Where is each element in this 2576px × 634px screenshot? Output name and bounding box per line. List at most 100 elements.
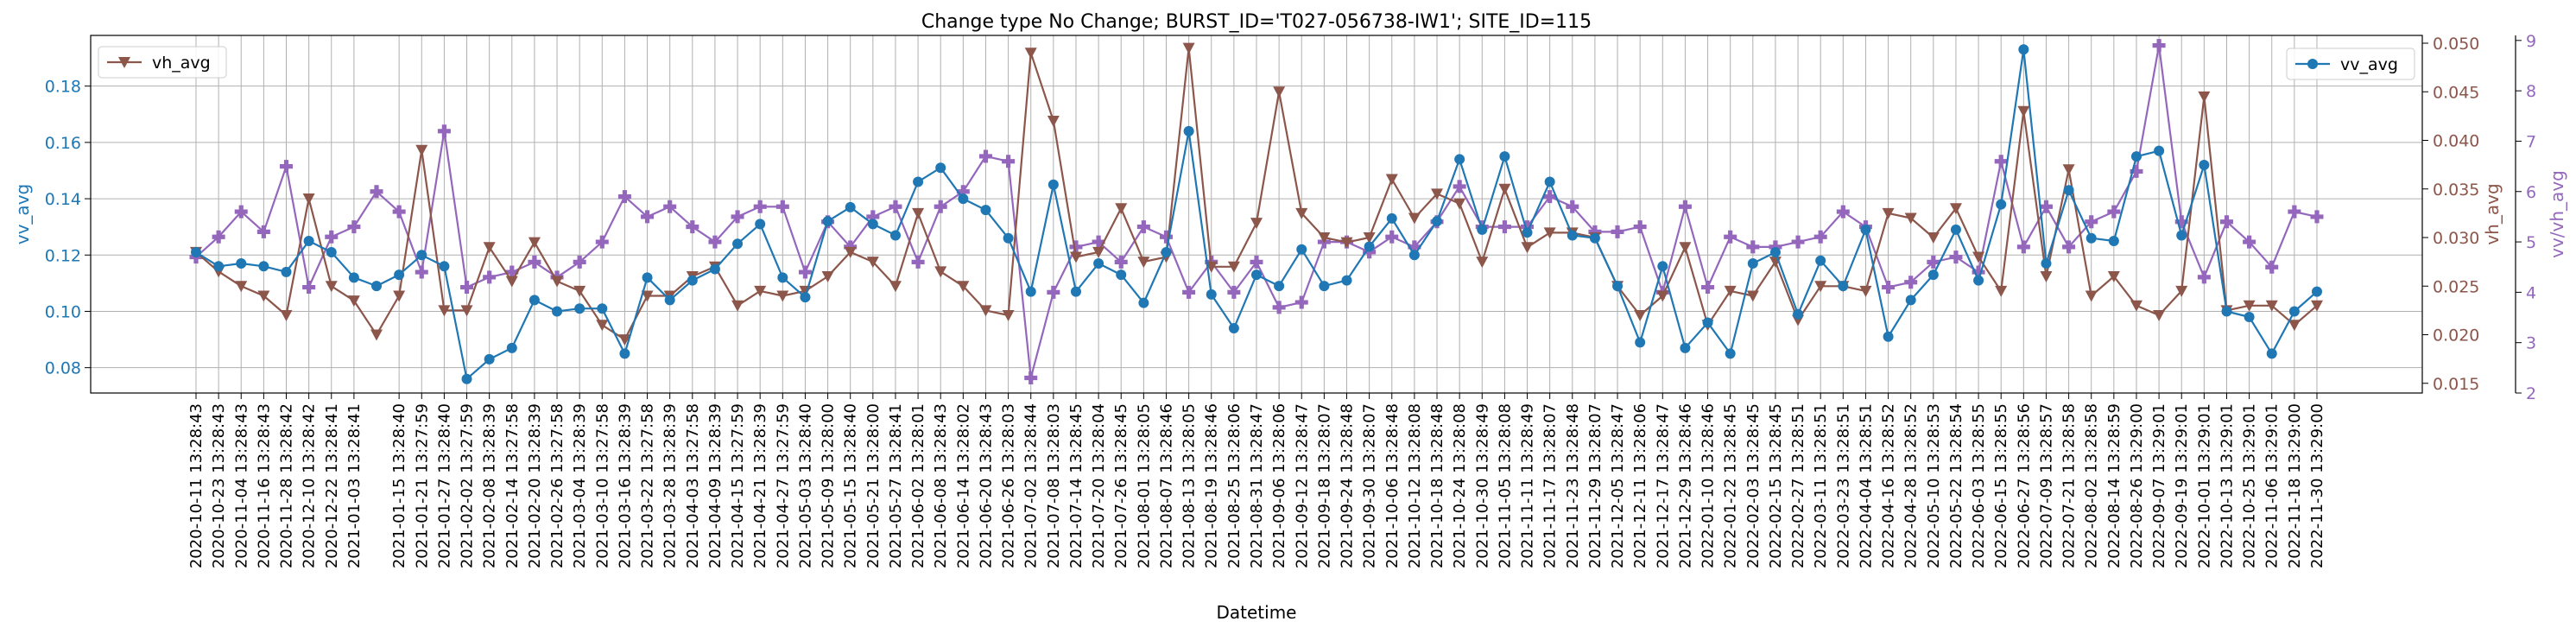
- data-point-vv-vh-avg: [347, 220, 361, 234]
- data-point-vv-vh-avg: [2130, 164, 2143, 178]
- data-point-vh-avg: [325, 281, 338, 293]
- data-point-vv-avg: [755, 219, 766, 230]
- x-tick-label: 2021-02-02 13:27:59: [459, 403, 477, 568]
- data-point-vv-vh-avg: [1904, 276, 1918, 289]
- data-point-vv-avg: [416, 250, 427, 261]
- data-point-vh-avg: [1295, 207, 1308, 219]
- data-point-vv-avg: [1047, 179, 1059, 190]
- data-point-vv-vh-avg: [2219, 215, 2233, 229]
- data-point-vv-vh-avg: [2288, 205, 2301, 219]
- x-tick-label: 2022-08-02 13:28:58: [2083, 403, 2101, 568]
- data-point-vv-avg: [822, 216, 833, 227]
- x-tick-label: 2022-06-15 13:28:55: [1992, 403, 2010, 568]
- data-point-vh-avg: [1408, 212, 1421, 225]
- right-y-tick-label: 0.050: [2433, 35, 2479, 54]
- x-tick-label: 2021-01-15 13:28:40: [390, 403, 408, 568]
- data-point-vv-vh-avg: [1002, 155, 1016, 168]
- data-point-vv-vh-avg: [1114, 255, 1128, 269]
- x-tick-label: 2021-01-03 13:28:41: [345, 403, 364, 568]
- data-point-vv-avg: [303, 235, 314, 246]
- data-point-vv-avg: [1589, 232, 1600, 244]
- x-tick-label: 2022-11-18 13:29:00: [2286, 403, 2304, 568]
- data-point-vv-avg: [958, 193, 969, 205]
- legend-swatch-marker: [118, 57, 130, 68]
- data-point-vv-vh-avg: [1024, 371, 1038, 385]
- data-point-vv-vh-avg: [956, 185, 970, 199]
- x-tick-label: 2022-10-25 13:29:01: [2241, 403, 2259, 568]
- data-point-vh-avg: [844, 246, 857, 258]
- data-point-vh-avg: [1250, 218, 1263, 230]
- data-point-vv-vh-avg: [1408, 240, 1421, 254]
- x-tick-label: 2022-08-26 13:29:00: [2128, 403, 2146, 568]
- data-point-vv-avg: [2312, 286, 2322, 297]
- right-y-tick-label: 0.035: [2433, 181, 2479, 200]
- data-point-vv-avg: [1296, 244, 1307, 255]
- data-point-vv-vh-avg: [1159, 230, 1173, 244]
- data-point-vv-vh-avg: [2265, 260, 2279, 274]
- data-point-vh-avg: [393, 290, 406, 302]
- data-point-vv-vh-avg: [1069, 240, 1083, 254]
- data-point-vv-avg: [1815, 255, 1826, 266]
- x-tick-label: 2021-06-20 13:28:43: [977, 403, 995, 568]
- data-point-vh-avg: [1746, 290, 1759, 302]
- data-point-vv-avg: [1702, 317, 1713, 328]
- data-point-vv-avg: [371, 281, 383, 292]
- x-tick-label: 2021-06-14 13:28:02: [954, 403, 972, 568]
- data-point-vv-avg: [2266, 348, 2277, 359]
- x-tick-label: 2021-08-25 13:28:06: [1225, 403, 1244, 568]
- data-point-vv-avg: [619, 348, 630, 359]
- data-point-vv-avg: [2244, 311, 2255, 322]
- x-tick-label: 2022-07-21 13:28:58: [2060, 403, 2079, 568]
- x-tick-label: 2020-10-11 13:28:43: [187, 403, 206, 568]
- data-point-vv-avg: [1206, 288, 1217, 300]
- data-point-vv-avg: [1725, 348, 1736, 359]
- data-point-vv-avg: [326, 247, 337, 258]
- x-tick-label: 2021-08-07 13:28:46: [1157, 403, 1175, 568]
- data-point-vh-avg: [866, 257, 879, 269]
- x-tick-label: 2021-09-06 13:28:06: [1270, 403, 1288, 568]
- right-y-tick-label: 0.030: [2433, 229, 2479, 248]
- x-tick-label: 2022-05-22 13:28:54: [1947, 403, 1965, 568]
- right-y-tick-label: 0.020: [2433, 327, 2479, 346]
- data-point-vh-avg: [1521, 242, 1534, 254]
- x-tick-label: 2021-03-22 13:27:58: [639, 403, 657, 568]
- data-point-vv-avg: [1341, 275, 1352, 286]
- right2-y-tick-label: 4: [2526, 283, 2536, 302]
- data-point-vv-vh-avg: [1227, 285, 1241, 299]
- data-point-vv-vh-avg: [617, 190, 631, 204]
- x-tick-label: 2021-09-12 13:28:47: [1293, 403, 1311, 568]
- x-tick-label: 2021-10-24 13:28:08: [1451, 403, 1469, 568]
- data-point-vv-avg: [281, 266, 292, 277]
- legend-layer: vh_avg vv_avg: [98, 46, 2415, 80]
- x-tick-label: 2021-11-17 13:28:07: [1541, 403, 1560, 568]
- data-point-vv-vh-avg: [302, 281, 316, 295]
- data-point-vv-vh-avg: [1566, 200, 1579, 213]
- data-point-vv-avg: [1408, 250, 1420, 261]
- data-point-vh-avg: [2311, 300, 2323, 312]
- data-point-vh-avg: [1634, 310, 1647, 321]
- x-tick-label: 2021-11-05 13:28:08: [1496, 403, 1514, 568]
- data-point-vv-avg: [258, 261, 269, 272]
- data-point-vv-avg: [1905, 295, 1916, 306]
- data-point-vh-avg: [934, 266, 947, 278]
- data-point-vv-vh-avg: [775, 200, 789, 213]
- data-point-vh-avg: [1882, 207, 1895, 219]
- x-tick-label: 2021-03-10 13:27:58: [593, 403, 611, 568]
- data-point-vh-avg: [957, 281, 970, 293]
- x-tick-label: 2021-12-05 13:28:47: [1609, 403, 1627, 568]
- data-point-vh-avg: [1092, 246, 1105, 258]
- x-tick-label: 2021-05-21 13:28:00: [864, 403, 883, 568]
- right-y-axis-label: vh_avg: [2482, 183, 2503, 244]
- data-point-vv-avg: [913, 176, 924, 187]
- data-point-vh-avg: [1385, 174, 1398, 186]
- x-tick-label: 2021-05-15 13:28:40: [842, 403, 860, 568]
- x-tick-label: 2021-08-13 13:28:05: [1180, 403, 1199, 568]
- data-point-vh-avg: [1949, 203, 1962, 215]
- x-tick-label: 2021-10-12 13:28:08: [1406, 403, 1424, 568]
- x-tick-label: 2021-05-27 13:28:41: [887, 403, 905, 568]
- data-point-vv-avg: [213, 261, 225, 272]
- x-tick-label: 2021-01-21 13:27:59: [413, 403, 431, 568]
- data-point-vv-avg: [1499, 151, 1510, 162]
- x-tick-label: 2021-12-29 13:28:46: [1676, 403, 1694, 568]
- x-tick-label: 2021-07-26 13:28:45: [1112, 403, 1130, 568]
